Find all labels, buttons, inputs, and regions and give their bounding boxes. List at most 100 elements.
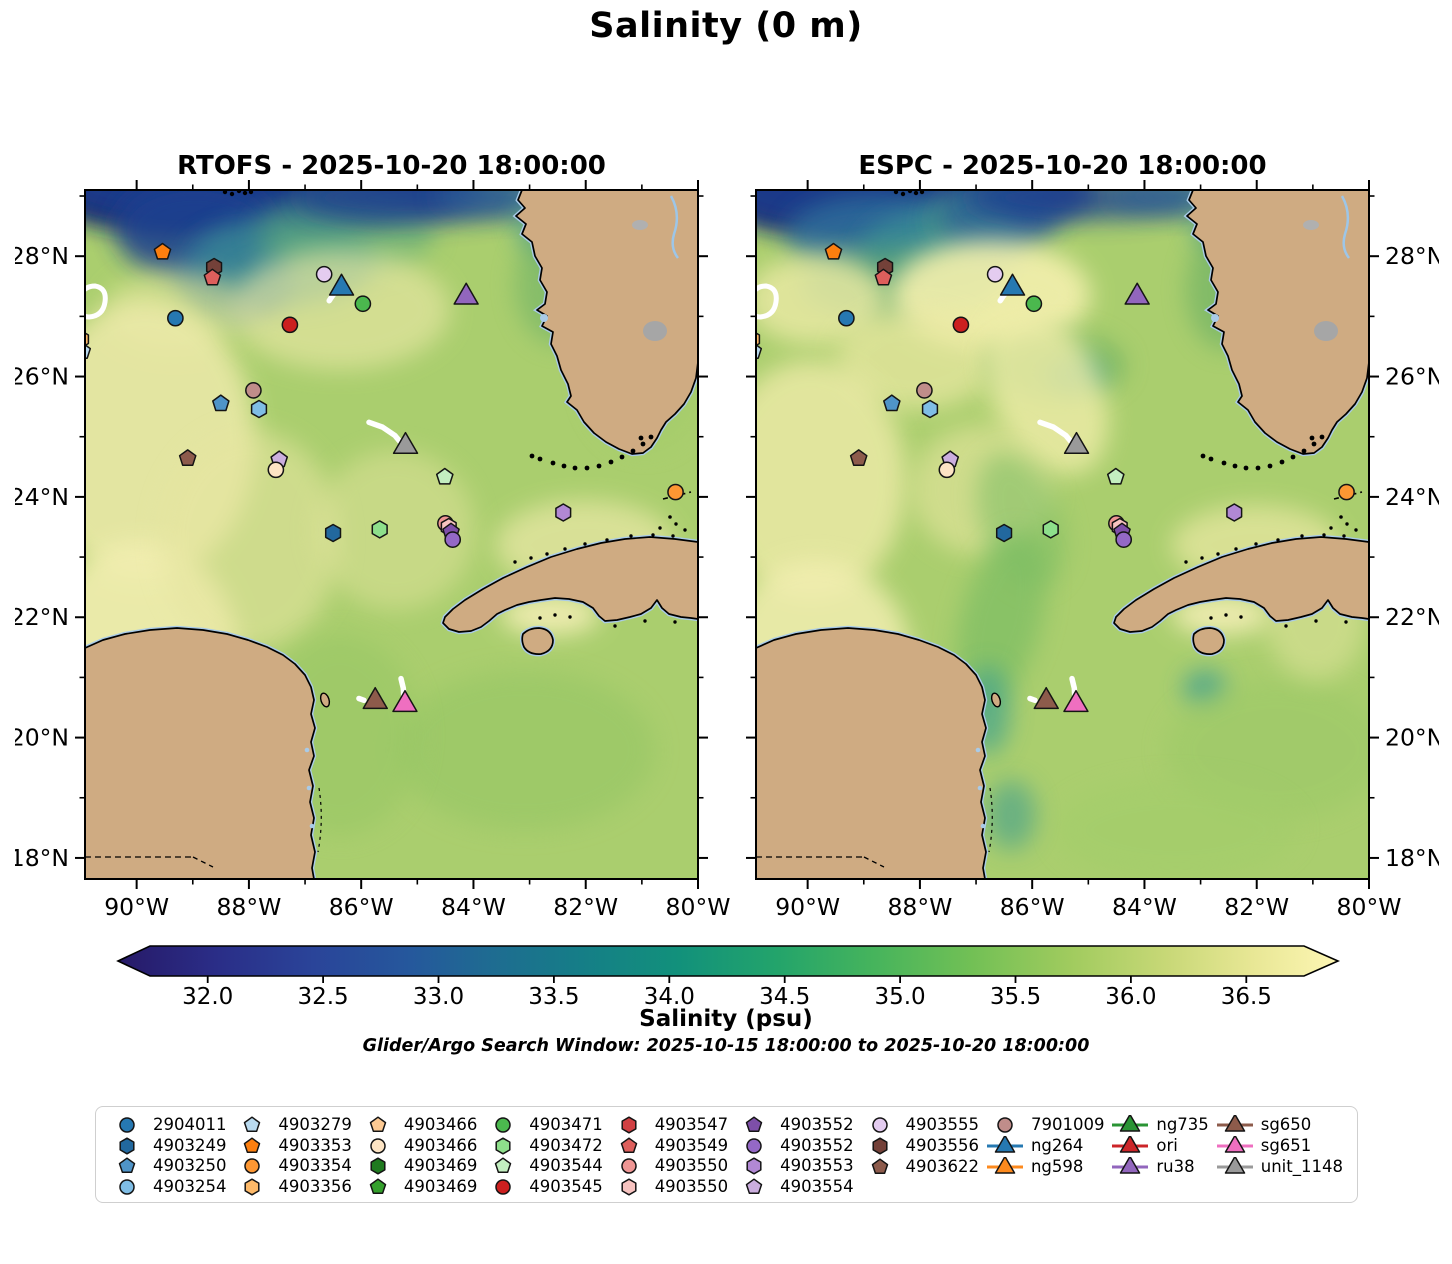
lat-tick-label: 18°N (1385, 844, 1439, 872)
circle-marker-icon (244, 1158, 261, 1175)
lon-tick-label: 82°W (553, 893, 618, 920)
legend-marker-ori (1120, 1136, 1141, 1153)
colorbar-tick-label: 35.0 (874, 984, 925, 1010)
marker-ng264 (999, 273, 1026, 296)
cozumel-island (319, 692, 331, 708)
colorbar-tick-label: 33.5 (528, 984, 579, 1010)
legend-label: 7901009 (1030, 1115, 1105, 1134)
pentagon-marker-icon (620, 1137, 637, 1153)
legend-entry-4903549: 4903549 (608, 1135, 729, 1156)
legend-entry-7901009: 7901009 (984, 1114, 1105, 1135)
colorbar-tick-label: 32.0 (182, 984, 233, 1010)
legend-label: 4903622 (905, 1157, 980, 1176)
legend-marker-4903354 (244, 1158, 261, 1175)
legend-entry-ng735: ng735 (1109, 1114, 1209, 1135)
marker-4903472 (371, 520, 388, 539)
marker-4903250 (212, 394, 230, 412)
salinity-field-blob (955, 532, 1047, 708)
legend-label: 4903552 (780, 1135, 854, 1155)
legend-label: 4903254 (153, 1177, 227, 1197)
land-layer (85, 190, 698, 879)
lat-tick-label: 20°N (15, 724, 69, 752)
legend-label: ng598 (1030, 1157, 1084, 1176)
marker-sg650 (1033, 686, 1059, 710)
legend-label: 4903249 (153, 1135, 227, 1155)
lon-tick-label: 86°W (1000, 893, 1065, 920)
lon-tick-label: 90°W (104, 893, 169, 920)
colorbar-tick-label: 36.0 (1105, 984, 1156, 1010)
legend-label: 4903547 (654, 1114, 729, 1134)
marker-4903549 (203, 268, 222, 286)
marker-4903544 (435, 467, 454, 485)
marker-4903466 (267, 461, 285, 479)
legend-column: 4903471 4903472 4903544 4903545 (482, 1114, 603, 1197)
legend-label: sg651 (1260, 1136, 1312, 1155)
legend-entry-4903552: 4903552 (733, 1114, 854, 1135)
salinity-field-blob (983, 305, 1109, 475)
legend-label: 4903472 (529, 1135, 603, 1155)
legend-entry-2904011: 2904011 (106, 1114, 227, 1135)
pentagon-marker-icon (369, 1116, 387, 1132)
hexagon-marker-icon (621, 1116, 637, 1134)
marker-sg650 (362, 686, 388, 710)
map-panel-espc: 90°W 88°W 86°W 84°W 82°W 80°W 28°N 26°N 24°N 22°N… (746, 151, 1439, 920)
legend-marker-4903622 (871, 1158, 888, 1175)
legend-entry-unit_1148: unit_1148 (1214, 1156, 1343, 1177)
legend-marker-4903547 (621, 1116, 637, 1134)
colorbar-tick-label: 32.5 (297, 984, 348, 1010)
lon-tick-label: 88°W (216, 893, 281, 920)
legend-label: ng264 (1030, 1136, 1084, 1155)
map-area-espc (756, 190, 1369, 879)
marker-unit_1148 (1063, 431, 1090, 454)
legend-entry-4903249: 4903249 (106, 1135, 227, 1156)
marker-2904011 (838, 309, 855, 327)
legend-entry-4903466: 4903466 (357, 1135, 477, 1156)
legend-entry-4903469: 4903469 (357, 1176, 478, 1197)
subplot-title-espc: ESPC - 2025-10-20 18:00:00 (858, 151, 1266, 181)
legend-entry-4903544: 4903544 (482, 1156, 603, 1177)
marker-ru38 (453, 282, 479, 305)
legend-entry-4903547: 4903547 (608, 1114, 729, 1135)
legend-marker-4903356 (244, 1178, 260, 1196)
lon-tick-label: 90°W (775, 893, 840, 920)
lat-tick-label: 26°N (1385, 363, 1439, 391)
florida-landmass (515, 190, 698, 455)
circle-marker-icon (620, 1158, 637, 1175)
legend-label: 4903550 (654, 1156, 729, 1176)
lat-tick-label: 22°N (15, 603, 69, 631)
triangle-marker-icon (1112, 1136, 1149, 1153)
marker-ru38 (1124, 282, 1150, 305)
legend-label: 4903356 (278, 1177, 352, 1197)
bank-contour (662, 491, 692, 500)
colorbar: 32.0 32.5 33.0 33.5 34.0 34.5 35.0 35.5 36.0 36.5 (116, 945, 1340, 1010)
legend-label: 4903549 (654, 1135, 729, 1155)
marker-4903622 (849, 449, 868, 467)
legend-marker-4903553 (746, 1157, 762, 1175)
marker-4903472 (1042, 520, 1059, 539)
pentagon-marker-icon (745, 1178, 763, 1195)
marker-4903250 (883, 394, 901, 412)
colorbar-tick-label: 33.0 (413, 984, 464, 1010)
legend-marker-4903250 (118, 1157, 136, 1174)
legend-marker-2904011 (119, 1117, 135, 1133)
hexagon-marker-icon (746, 1157, 762, 1175)
river (1340, 195, 1351, 259)
pentagon-marker-icon (369, 1178, 387, 1195)
marker-4903552 (444, 531, 462, 548)
pentagon-marker-icon (244, 1137, 261, 1153)
circle-marker-icon (997, 1117, 1013, 1133)
legend-entry-sg650: sg650 (1214, 1114, 1343, 1135)
marker-4903354 (667, 483, 684, 501)
pentagon-marker-icon (871, 1158, 888, 1175)
circle-marker-icon (746, 1137, 762, 1154)
hexagon-marker-icon (621, 1178, 637, 1196)
legend-entry-4903555: 4903555 (859, 1114, 979, 1135)
triangle-marker-icon (1216, 1136, 1253, 1153)
glider-trail-sg650 (356, 695, 367, 704)
legend-marker-4903550 (620, 1158, 637, 1175)
circle-marker-icon (495, 1179, 512, 1195)
hexagon-marker-icon (244, 1178, 260, 1196)
marker-4903466 (938, 461, 956, 479)
legend-label: 4903469 (403, 1177, 478, 1197)
